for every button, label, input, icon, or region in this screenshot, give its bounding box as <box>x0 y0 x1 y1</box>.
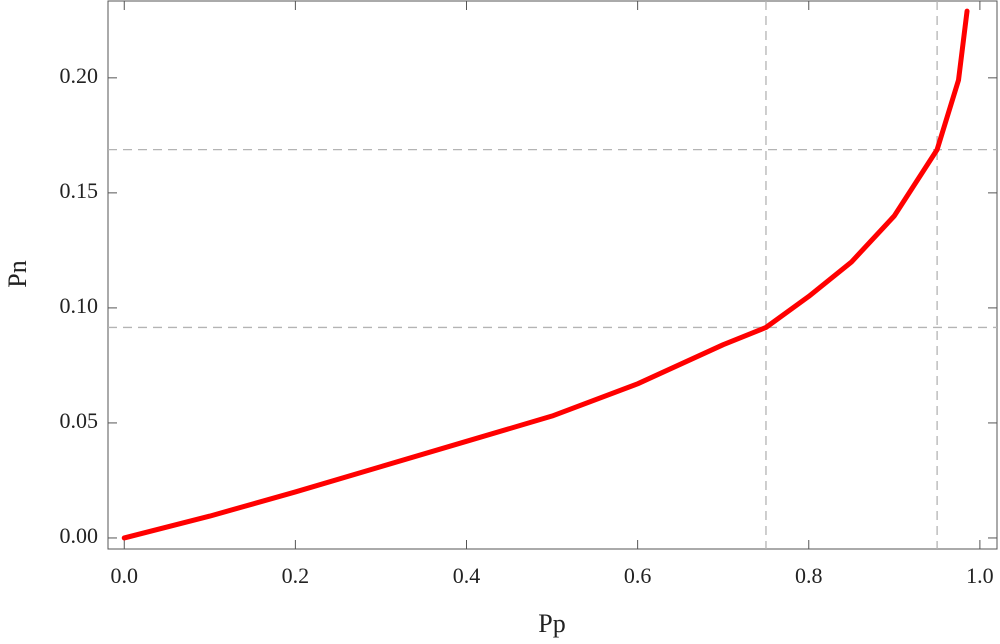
y-tick-label: 0.15 <box>60 178 99 203</box>
data-line <box>121 8 970 541</box>
x-tick-label: 0.8 <box>795 563 823 588</box>
y-tick-label: 0.05 <box>60 408 99 433</box>
y-tick-label: 0.20 <box>60 63 99 88</box>
x-tick-label: 0.4 <box>453 563 481 588</box>
y-axis-label: Pn <box>3 260 32 287</box>
x-tick-label: 0.6 <box>624 563 652 588</box>
x-axis-label: Pp <box>538 609 565 638</box>
x-tick-label: 0.2 <box>282 563 310 588</box>
y-tick-label: 0.00 <box>60 523 99 548</box>
y-tick-label: 0.10 <box>60 293 99 318</box>
x-tick-label: 0.0 <box>111 563 139 588</box>
x-tick-label: 1.0 <box>966 563 994 588</box>
plot-frame <box>107 0 998 550</box>
